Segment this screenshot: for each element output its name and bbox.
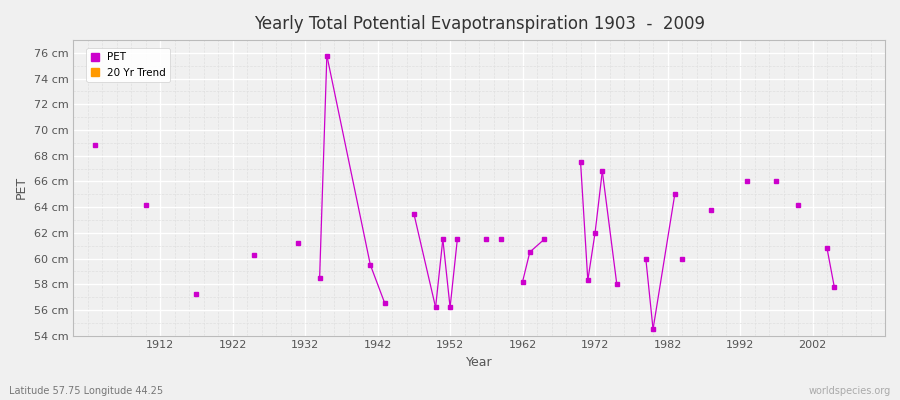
X-axis label: Year: Year: [466, 356, 492, 369]
Legend: PET, 20 Yr Trend: PET, 20 Yr Trend: [86, 48, 170, 82]
Y-axis label: PET: PET: [15, 176, 28, 200]
Text: Latitude 57.75 Longitude 44.25: Latitude 57.75 Longitude 44.25: [9, 386, 163, 396]
Text: worldspecies.org: worldspecies.org: [809, 386, 891, 396]
Title: Yearly Total Potential Evapotranspiration 1903  -  2009: Yearly Total Potential Evapotranspiratio…: [254, 15, 705, 33]
